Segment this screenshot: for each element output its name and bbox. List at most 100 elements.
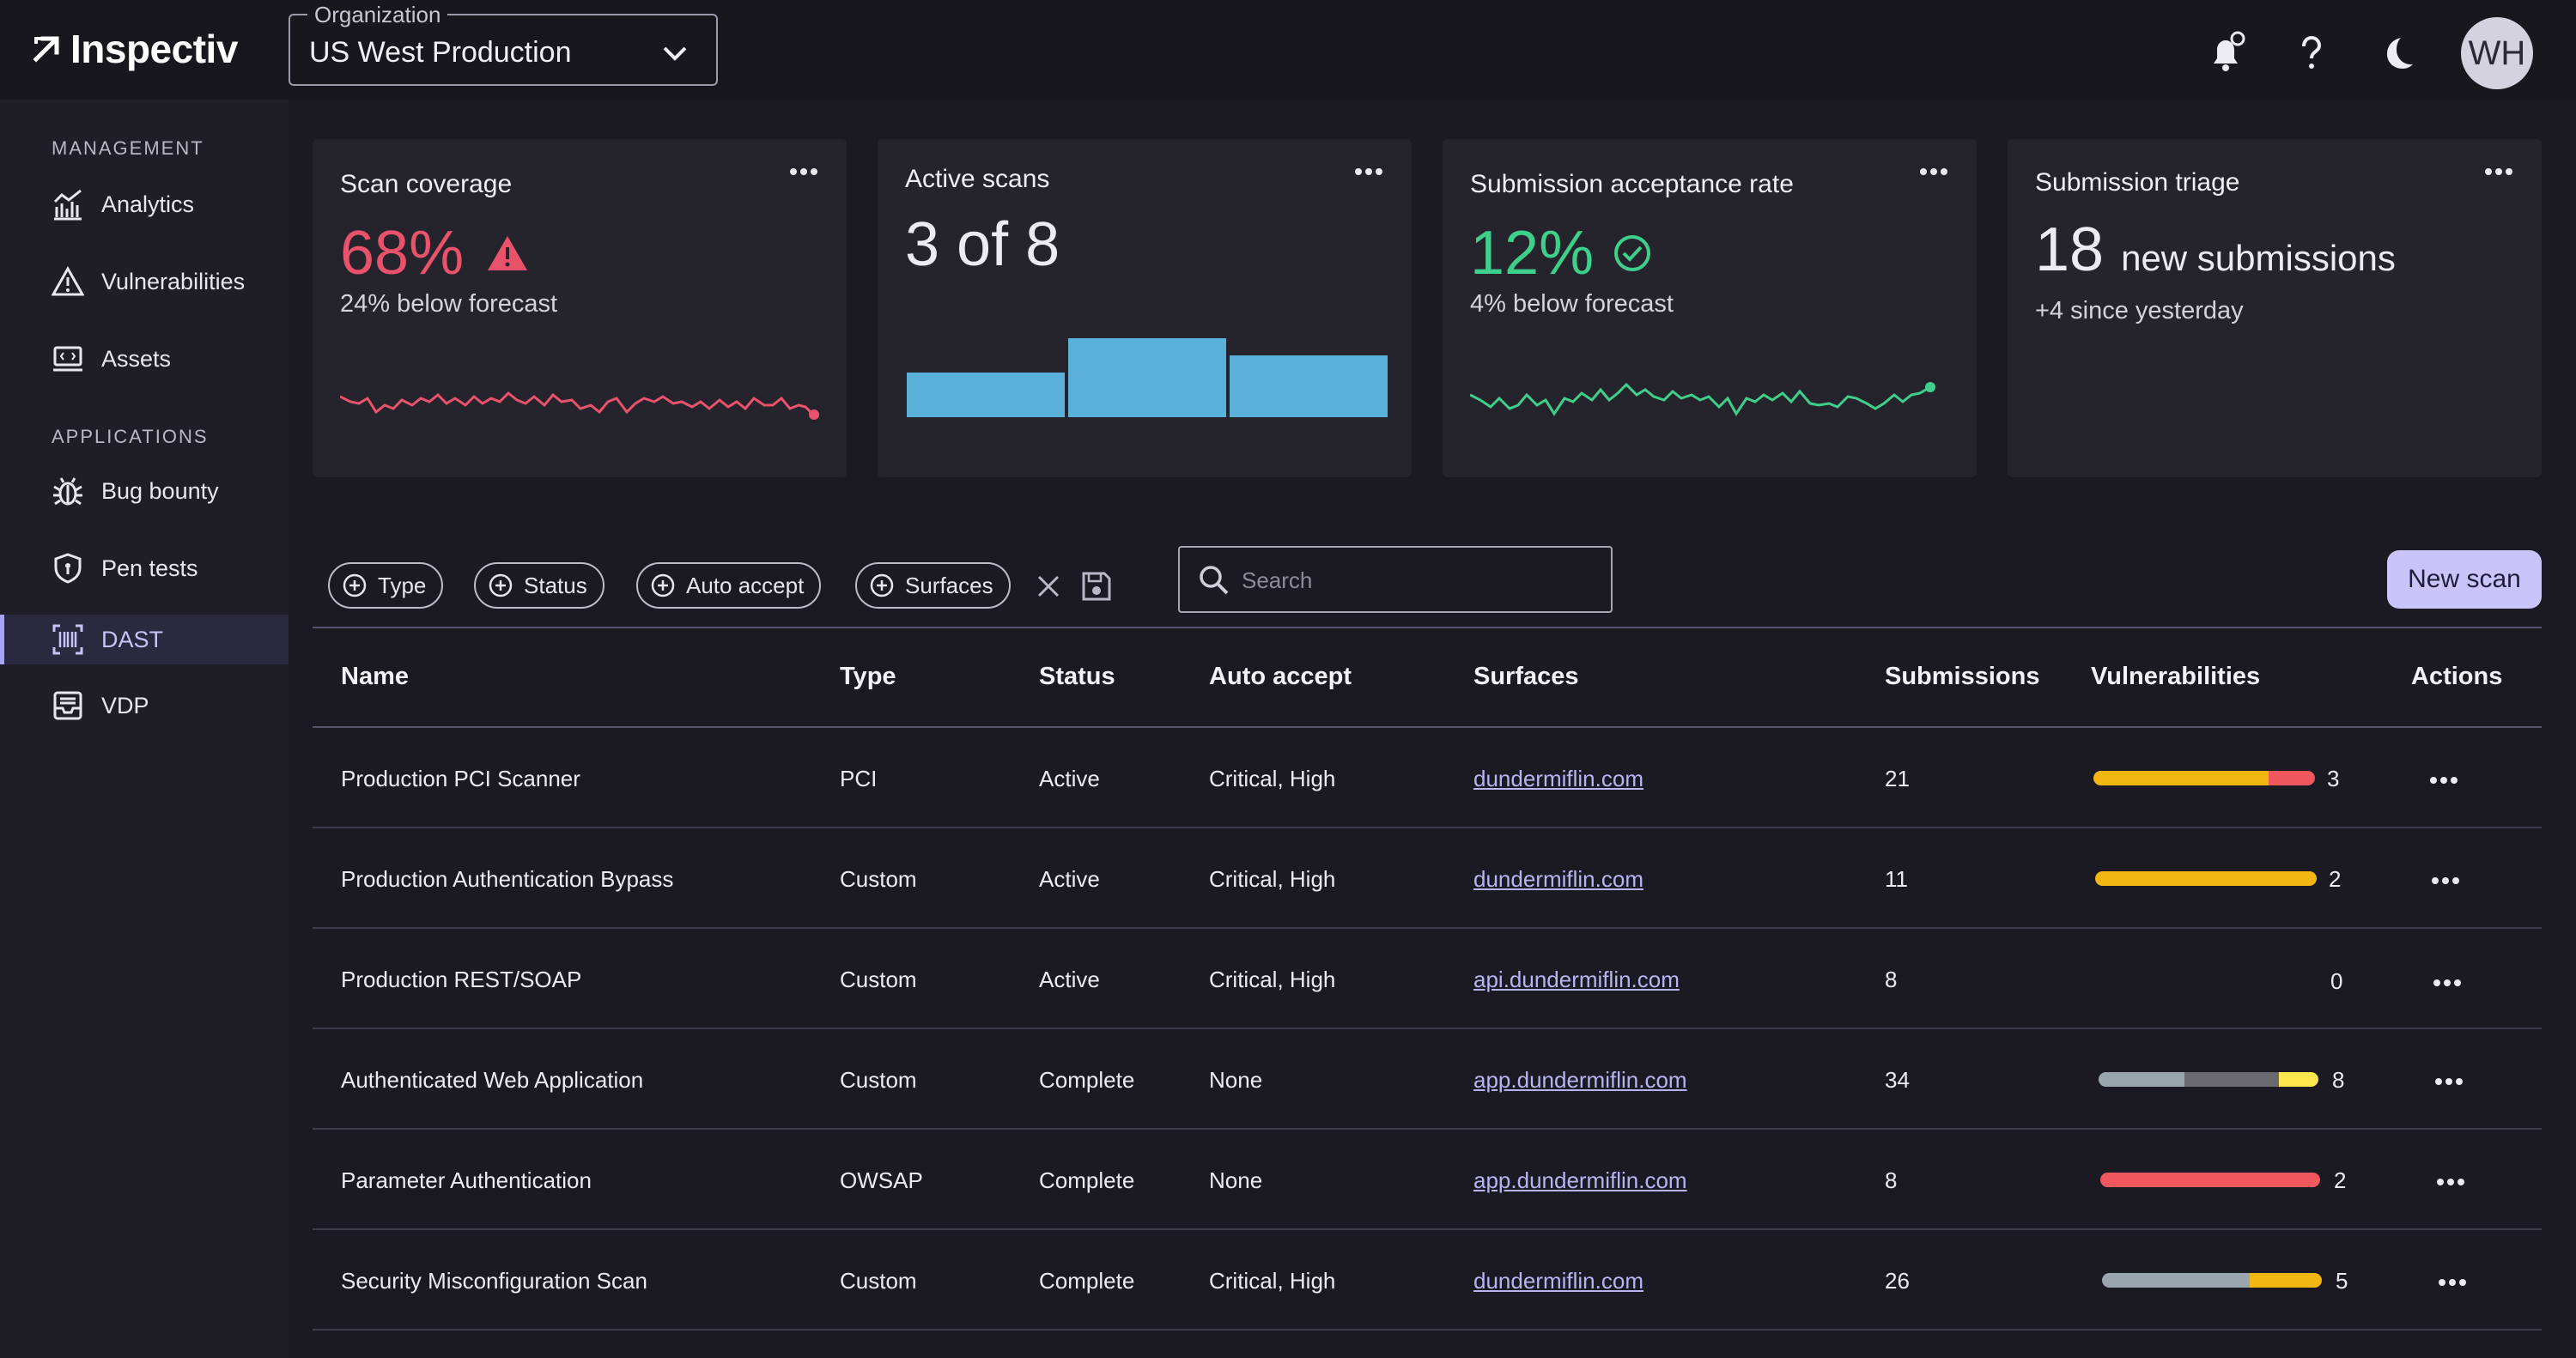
acceptance-rate-card: Submission acceptance rate 12% 4% below … xyxy=(1443,139,1977,477)
scan-auto-accept: None xyxy=(1209,1167,1263,1193)
scan-name: Parameter Authentication xyxy=(341,1167,592,1193)
filter-chip-label: Status xyxy=(524,572,587,598)
vulnerability-count: 5 xyxy=(2336,1268,2348,1294)
logo-text: Inspectiv xyxy=(70,27,238,71)
sidebar-item-analytics[interactable]: Analytics xyxy=(0,179,289,229)
sidebar-section-applications: APPLICATIONS xyxy=(52,426,209,447)
column-header-actions: Actions xyxy=(2411,663,2503,690)
vulnerability-count: 3 xyxy=(2327,766,2340,791)
avatar[interactable]: WH xyxy=(2461,17,2533,89)
vulnerability-count: 0 xyxy=(2330,968,2343,994)
filter-chip-auto-accept[interactable]: Auto accept xyxy=(636,562,822,609)
scan-surface-link[interactable]: app.dundermiflin.com xyxy=(1473,1167,1687,1193)
column-header-type[interactable]: Type xyxy=(840,663,896,690)
sidebar-item-label: Vulnerabilities xyxy=(101,268,246,294)
card-title: Active scans xyxy=(905,165,1050,193)
acceptance-sub: 4% below forecast xyxy=(1470,290,1674,318)
analytics-icon xyxy=(52,188,84,221)
row-more-icon[interactable] xyxy=(2435,1275,2470,1290)
search-field[interactable] xyxy=(1178,546,1613,613)
scan-surface-link[interactable]: api.dundermiflin.com xyxy=(1473,967,1680,992)
more-options-icon[interactable] xyxy=(2482,163,2516,180)
more-options-icon[interactable] xyxy=(1352,163,1386,180)
inbox-icon xyxy=(52,689,84,722)
top-bar: Inspectiv Organization US West Productio… xyxy=(0,0,2576,100)
scan-status: Active xyxy=(1039,766,1100,791)
sidebar-item-label: Analytics xyxy=(101,191,195,217)
more-options-icon[interactable] xyxy=(787,163,821,180)
scan-name: Production PCI Scanner xyxy=(341,766,580,791)
table-row[interactable]: Production PCI Scanner PCI Active Critic… xyxy=(313,728,2542,828)
acceptance-value: 12% xyxy=(1470,219,1595,288)
active-scans-bar xyxy=(907,373,1065,417)
sidebar-item-bug-bounty[interactable]: Bug bounty xyxy=(0,466,289,516)
scan-type: Custom xyxy=(840,967,917,992)
warning-icon xyxy=(52,265,84,298)
sidebar-item-vdp[interactable]: VDP xyxy=(0,681,289,731)
add-circle-icon xyxy=(870,573,894,597)
shield-icon xyxy=(52,552,84,585)
column-header-surfaces[interactable]: Surfaces xyxy=(1473,663,1579,690)
triage-value-suffix: new submissions xyxy=(2121,238,2396,278)
logo[interactable]: Inspectiv xyxy=(33,26,238,72)
scan-surface-link[interactable]: dundermiflin.com xyxy=(1473,866,1643,892)
row-more-icon[interactable] xyxy=(2430,975,2464,991)
scan-coverage-sparkline xyxy=(340,391,819,420)
scan-surface-link[interactable]: app.dundermiflin.com xyxy=(1473,1067,1687,1093)
scan-surface-link[interactable]: dundermiflin.com xyxy=(1473,1268,1643,1294)
column-header-submissions[interactable]: Submissions xyxy=(1885,663,2040,690)
column-header-auto-accept[interactable]: Auto accept xyxy=(1209,663,1352,690)
check-circle-icon xyxy=(1614,235,1651,271)
scan-surface-link[interactable]: dundermiflin.com xyxy=(1473,766,1643,791)
scan-status: Active xyxy=(1039,967,1100,992)
scan-name: Authenticated Web Application xyxy=(341,1067,644,1093)
sidebar-item-label: Assets xyxy=(101,345,172,372)
scan-coverage-sub: 24% below forecast xyxy=(340,290,558,318)
sidebar-item-pen-tests[interactable]: Pen tests xyxy=(0,543,289,593)
row-more-icon[interactable] xyxy=(2433,1174,2468,1190)
barcode-icon xyxy=(52,623,84,656)
scan-status: Active xyxy=(1039,866,1100,892)
table-row[interactable]: Production Authentication Bypass Custom … xyxy=(313,828,2542,929)
row-more-icon[interactable] xyxy=(2432,1074,2466,1089)
sidebar-item-dast[interactable]: DAST xyxy=(0,615,289,664)
theme-toggle-button[interactable] xyxy=(2375,31,2420,76)
new-scan-button[interactable]: New scan xyxy=(2387,550,2542,609)
scan-submissions: 26 xyxy=(1885,1268,1910,1294)
filter-chip-status[interactable]: Status xyxy=(474,562,605,609)
search-input[interactable] xyxy=(1242,565,1585,596)
scan-auto-accept: None xyxy=(1209,1067,1263,1093)
table-row[interactable]: Parameter Authentication OWSAP Complete … xyxy=(313,1130,2542,1230)
row-more-icon[interactable] xyxy=(2428,873,2463,888)
filter-chip-type[interactable]: Type xyxy=(328,562,444,609)
moon-icon xyxy=(2387,38,2413,69)
sidebar-item-assets[interactable]: Assets xyxy=(0,334,289,384)
row-more-icon[interactable] xyxy=(2427,773,2461,788)
active-scans-card: Active scans 3 of 8 xyxy=(878,139,1412,477)
scan-submissions: 11 xyxy=(1885,866,1908,892)
assets-icon xyxy=(52,343,84,375)
help-button[interactable] xyxy=(2289,31,2334,76)
clear-filters-icon[interactable] xyxy=(1035,573,1062,600)
sidebar-item-vulnerabilities[interactable]: Vulnerabilities xyxy=(0,257,289,306)
vulnerability-bar xyxy=(2093,771,2315,785)
column-header-status[interactable]: Status xyxy=(1039,663,1115,690)
top-actions: WH xyxy=(2203,17,2533,89)
table-row[interactable]: Authenticated Web Application Custom Com… xyxy=(313,1029,2542,1130)
table-row[interactable]: Production REST/SOAP Custom Active Criti… xyxy=(313,929,2542,1029)
column-header-vulnerabilities[interactable]: Vulnerabilities xyxy=(2091,663,2261,690)
more-options-icon[interactable] xyxy=(1917,163,1951,180)
scan-auto-accept: Critical, High xyxy=(1209,1268,1336,1294)
vulnerability-bar xyxy=(2100,1173,2320,1187)
sidebar-item-label: Bug bounty xyxy=(101,477,219,504)
save-filters-icon[interactable] xyxy=(1080,570,1113,603)
filter-chip-surfaces[interactable]: Surfaces xyxy=(855,562,1011,609)
column-header-name[interactable]: Name xyxy=(341,663,409,690)
add-circle-icon xyxy=(651,573,675,597)
table-row[interactable]: Security Misconfiguration Scan Custom Co… xyxy=(313,1230,2542,1331)
chevron-down-icon xyxy=(663,46,687,61)
question-icon xyxy=(2302,35,2322,69)
sidebar-item-label: Pen tests xyxy=(101,555,198,581)
notifications-button[interactable] xyxy=(2203,31,2248,76)
organization-select[interactable]: Organization US West Production xyxy=(289,2,718,86)
